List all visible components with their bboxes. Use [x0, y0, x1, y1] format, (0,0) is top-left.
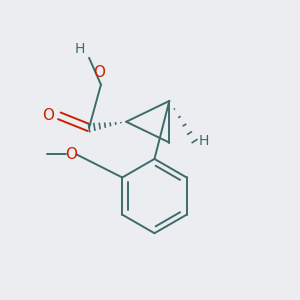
- Text: H: H: [199, 134, 209, 148]
- Text: O: O: [94, 65, 106, 80]
- Text: O: O: [42, 108, 54, 123]
- Text: O: O: [65, 147, 77, 162]
- Text: H: H: [75, 42, 85, 56]
